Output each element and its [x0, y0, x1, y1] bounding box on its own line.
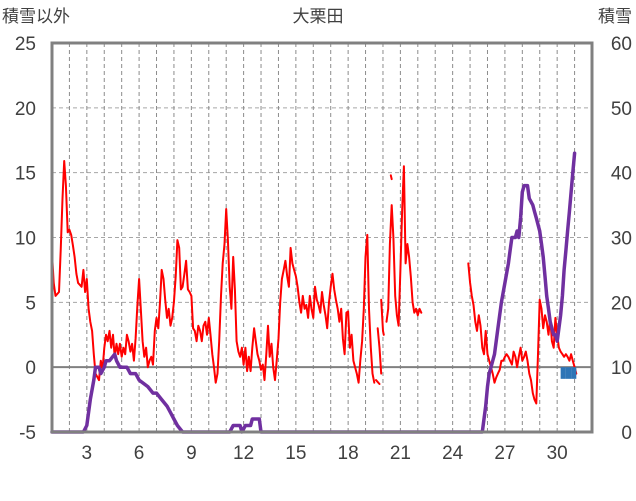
series-layer: [50, 151, 578, 434]
bar-mark: [565, 367, 572, 379]
series-line: [467, 262, 578, 405]
y-right-tick-label: 30: [611, 229, 632, 250]
snow-depth-line: [50, 151, 577, 434]
plot-border: [50, 41, 594, 434]
y-left-tick-label: -5: [19, 423, 36, 444]
y-left-tick-label: 20: [15, 99, 36, 120]
x-tick-label: 27: [494, 443, 515, 464]
y-left-tick-label: 10: [15, 229, 36, 250]
y-right-tick-label: 20: [611, 293, 632, 314]
y-right-tick-label: 40: [611, 164, 632, 185]
series-line: [51, 160, 376, 384]
series-line: [380, 298, 385, 336]
x-tick-label: 30: [547, 443, 568, 464]
x-tick-label: 15: [285, 443, 306, 464]
series-line: [389, 174, 393, 181]
axis-labels: -5 0 5 10 15 20 25 0 10 20 30 40 50 60 3 6 9 12 15 18 21 24 27…: [15, 34, 632, 464]
x-tick-label: 21: [390, 443, 411, 464]
x-tick-label: 3: [82, 443, 93, 464]
x-tick-label: 12: [233, 443, 254, 464]
bar-mark: [571, 367, 577, 379]
right-axis-title: 積雪: [598, 7, 632, 27]
x-tick-label: 24: [442, 443, 464, 464]
y-left-tick-label: 15: [15, 164, 36, 185]
y-left-tick-label: 25: [15, 34, 36, 55]
x-tick-label: 6: [134, 443, 145, 464]
y-left-tick-label: 0: [25, 358, 36, 379]
bar-mark: [560, 367, 566, 379]
plot-frame: [50, 41, 594, 434]
y-left-tick-label: 5: [25, 293, 36, 314]
x-tick-label: 18: [338, 443, 359, 464]
chart-title: 大栗田: [293, 7, 344, 27]
series-line: [375, 379, 381, 385]
series-line: [385, 165, 423, 327]
y-right-tick-label: 0: [621, 423, 632, 444]
x-tick-label: 9: [186, 443, 197, 464]
y-right-tick-label: 50: [611, 99, 632, 120]
y-right-tick-label: 10: [611, 358, 632, 379]
left-axis-title: 積雪以外: [2, 7, 70, 27]
y-right-tick-label: 60: [611, 34, 632, 55]
series-line: [376, 327, 383, 375]
